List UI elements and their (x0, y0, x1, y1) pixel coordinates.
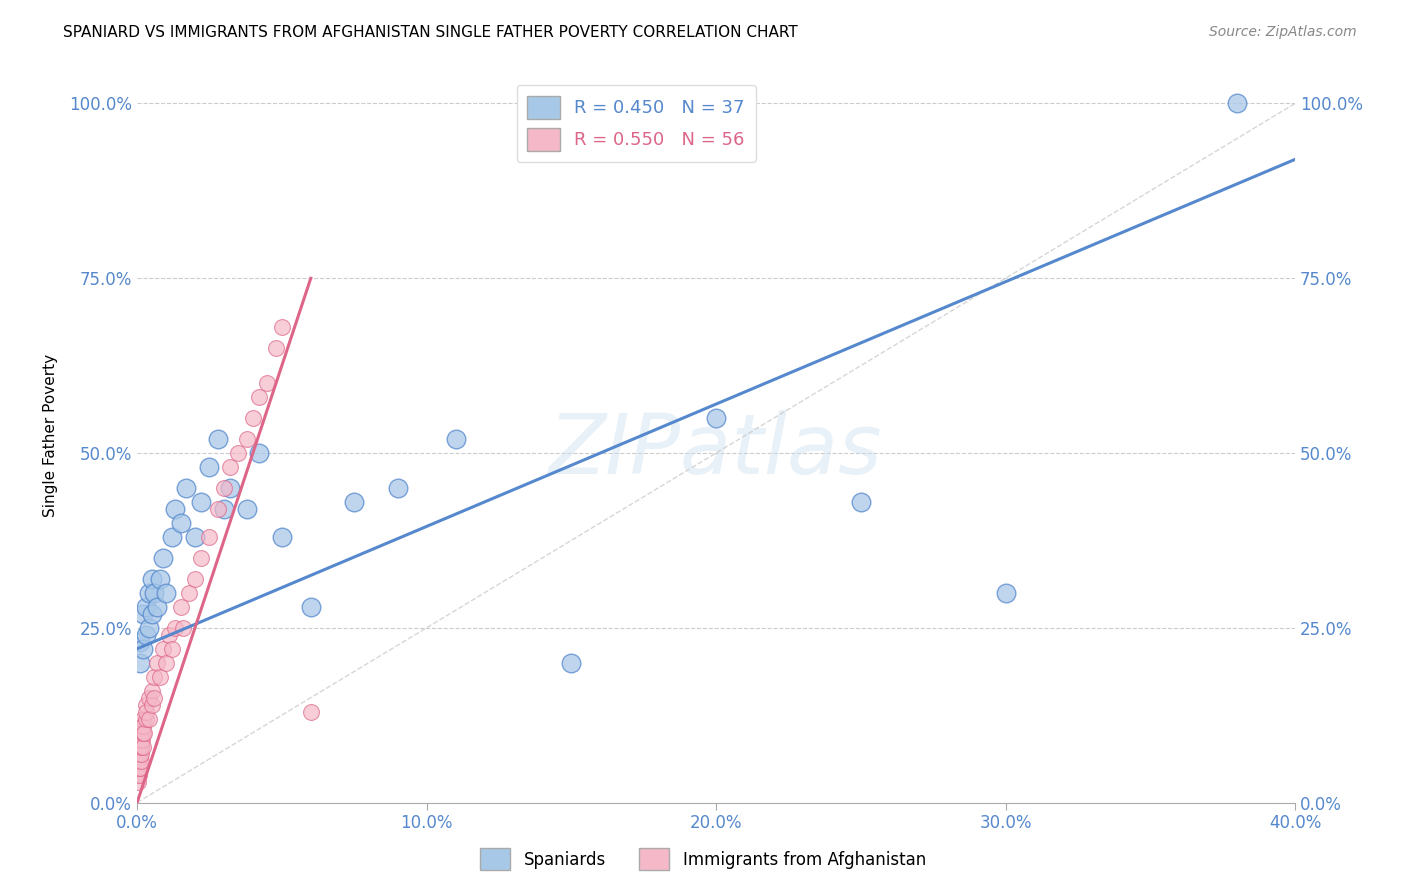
Point (212, 502, 235, 516)
Text: ZIPatlas: ZIPatlas (550, 409, 883, 491)
Point (131, 739, 153, 754)
Point (129, 656, 152, 670)
Point (236, 502, 259, 516)
Point (560, 656, 582, 670)
Point (218, 460, 240, 475)
Point (163, 621, 186, 635)
Point (135, 599, 157, 614)
Point (129, 754, 152, 768)
Point (129, 635, 152, 649)
Point (129, 747, 152, 761)
Point (132, 719, 155, 733)
Point (212, 481, 235, 495)
Point (242, 411, 264, 425)
Point (198, 460, 221, 475)
Point (132, 607, 155, 621)
Point (141, 572, 163, 586)
Point (143, 670, 166, 684)
Point (207, 432, 229, 446)
Point (146, 656, 169, 670)
Text: Source: ZipAtlas.com: Source: ZipAtlas.com (1209, 25, 1357, 39)
Point (149, 572, 172, 586)
Point (132, 725, 155, 739)
Point (387, 481, 409, 495)
Point (129, 739, 152, 754)
Point (141, 607, 163, 621)
Point (236, 432, 259, 446)
Point (444, 432, 467, 446)
Point (138, 621, 160, 635)
Point (128, 747, 150, 761)
Legend: Spaniards, Immigrants from Afghanistan: Spaniards, Immigrants from Afghanistan (474, 842, 932, 877)
Point (128, 754, 150, 768)
Point (138, 690, 160, 705)
Point (264, 341, 287, 355)
Point (163, 502, 186, 516)
Point (152, 641, 174, 656)
Point (343, 495, 366, 509)
Point (169, 599, 191, 614)
Point (247, 446, 270, 460)
Point (132, 712, 155, 726)
Point (849, 495, 872, 509)
Point (127, 774, 149, 789)
Point (128, 754, 150, 768)
Point (176, 481, 198, 495)
Point (138, 586, 160, 600)
Y-axis label: Single Father Poverty: Single Father Poverty (44, 354, 58, 517)
Point (152, 550, 174, 565)
Point (247, 390, 270, 404)
Point (135, 628, 157, 642)
Point (135, 712, 157, 726)
Point (129, 732, 152, 747)
Point (135, 705, 157, 719)
Point (169, 516, 191, 530)
Point (704, 411, 727, 425)
Point (141, 698, 163, 712)
Point (143, 586, 166, 600)
Point (184, 530, 207, 544)
Point (228, 446, 250, 460)
Point (131, 725, 153, 739)
Point (207, 502, 229, 516)
Point (131, 732, 153, 747)
Point (160, 641, 183, 656)
Point (198, 530, 221, 544)
Point (129, 761, 152, 775)
Point (160, 530, 183, 544)
Point (190, 495, 212, 509)
Point (128, 761, 150, 775)
Point (157, 628, 180, 642)
Point (132, 641, 155, 656)
Point (270, 530, 292, 544)
Point (127, 767, 149, 781)
Point (141, 683, 163, 698)
Point (132, 739, 155, 754)
Point (146, 599, 169, 614)
Point (190, 550, 212, 565)
Point (155, 586, 177, 600)
Point (131, 719, 153, 733)
Point (184, 572, 207, 586)
Point (149, 670, 172, 684)
Point (218, 481, 240, 495)
Point (270, 320, 292, 334)
Point (134, 725, 156, 739)
Point (155, 656, 177, 670)
Point (135, 698, 157, 712)
Point (299, 705, 322, 719)
Point (138, 712, 160, 726)
Point (256, 376, 278, 391)
Point (128, 767, 150, 781)
Point (179, 586, 201, 600)
Point (127, 761, 149, 775)
Point (994, 586, 1017, 600)
Point (129, 747, 152, 761)
Point (143, 690, 166, 705)
Legend: R = 0.450   N = 37, R = 0.550   N = 56: R = 0.450 N = 37, R = 0.550 N = 56 (516, 85, 756, 162)
Point (299, 599, 322, 614)
Point (1226, 96, 1249, 111)
Point (172, 621, 194, 635)
Text: SPANIARD VS IMMIGRANTS FROM AFGHANISTAN SINGLE FATHER POVERTY CORRELATION CHART: SPANIARD VS IMMIGRANTS FROM AFGHANISTAN … (63, 25, 799, 40)
